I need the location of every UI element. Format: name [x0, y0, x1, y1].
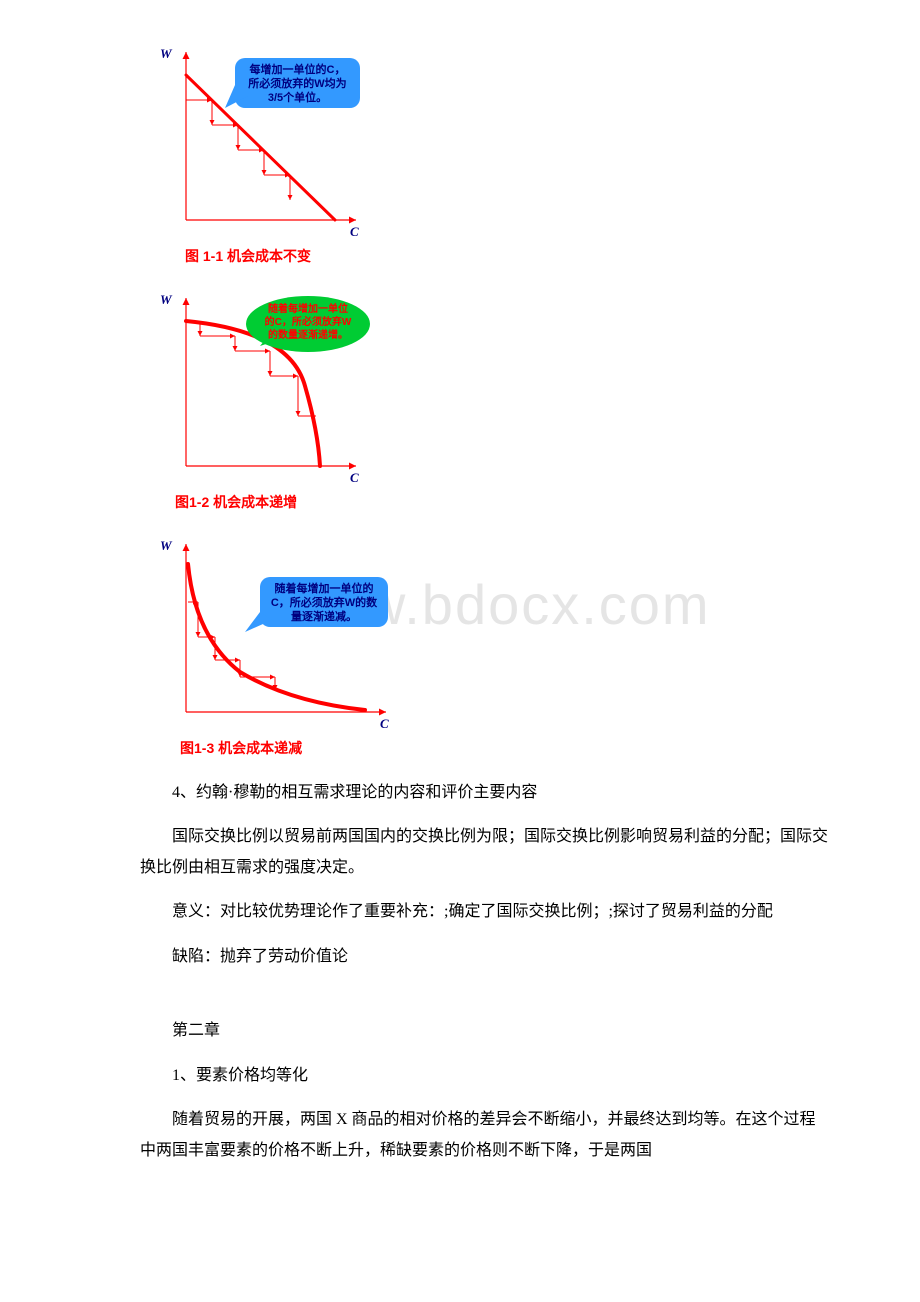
svg-text:3/5个单位。: 3/5个单位。 [268, 90, 327, 104]
svg-text:W: W [160, 46, 173, 61]
figure-1-2: W C 随着每增加一单位的C，所必须放弃W的数量逐渐递增。 图1-2 机会成本递增 [140, 286, 920, 512]
figure-1-2-chart: W C 随着每增加一单位的C，所必须放弃W的数量逐渐递增。 [140, 286, 370, 486]
svg-text:随着每增加一单位: 随着每增加一单位 [268, 302, 348, 315]
svg-text:的数量逐渐递增。: 的数量逐渐递增。 [268, 328, 348, 341]
svg-text:量逐渐递减。: 量逐渐递减。 [291, 609, 357, 623]
svg-text:每增加一单位的C，: 每增加一单位的C， [250, 62, 346, 76]
para-defect: 缺陷：抛弃了劳动价值论 [140, 942, 830, 972]
svg-text:W: W [160, 538, 173, 553]
figure-1-1: W C 每增加一单位的C，所必须放弃的W均为3/5个单位。 图 1-1 机会成本不变 [140, 40, 920, 266]
figure-1-1-chart: W C 每增加一单位的C，所必须放弃的W均为3/5个单位。 [140, 40, 370, 240]
svg-text:C: C [350, 224, 359, 239]
figure-1-1-caption: 图 1-1 机会成本不变 [185, 246, 920, 266]
svg-text:所必须放弃的W均为: 所必须放弃的W均为 [248, 76, 346, 90]
para-meaning: 意义：对比较优势理论作了重要补充：;确定了国际交换比例；;探讨了贸易利益的分配 [140, 897, 830, 927]
svg-text:W: W [160, 292, 173, 307]
para-exchange: 国际交换比例以贸易前两国国内的交换比例为限；国际交换比例影响贸易利益的分配；国际… [140, 822, 830, 883]
svg-text:C: C [350, 470, 359, 485]
svg-text:随着每增加一单位的: 随着每增加一单位的 [275, 581, 374, 595]
para-4-heading: 4、约翰·穆勒的相互需求理论的内容和评价主要内容 [140, 778, 830, 808]
svg-text:的C，所必须放弃W: 的C，所必须放弃W [265, 315, 352, 328]
svg-text:C，所必须放弃W的数: C，所必须放弃W的数 [271, 595, 378, 609]
figure-1-3-chart: W C 随着每增加一单位的C，所必须放弃W的数量逐渐递减。 [140, 532, 400, 732]
chapter-2-heading: 第二章 [140, 1016, 830, 1046]
body-text: 4、约翰·穆勒的相互需求理论的内容和评价主要内容 国际交换比例以贸易前两国国内的… [140, 778, 830, 1166]
para-1-heading: 1、要素价格均等化 [140, 1061, 830, 1091]
figure-1-3-caption: 图1-3 机会成本递减 [180, 738, 920, 758]
figure-1-3: W C 随着每增加一单位的C，所必须放弃W的数量逐渐递减。 图1-3 机会成本递减 [140, 532, 920, 758]
figure-1-2-caption: 图1-2 机会成本递增 [175, 492, 920, 512]
svg-text:C: C [380, 716, 389, 731]
para-trade: 随着贸易的开展，两国 X 商品的相对价格的差异会不断缩小，并最终达到均等。在这个… [140, 1105, 830, 1166]
